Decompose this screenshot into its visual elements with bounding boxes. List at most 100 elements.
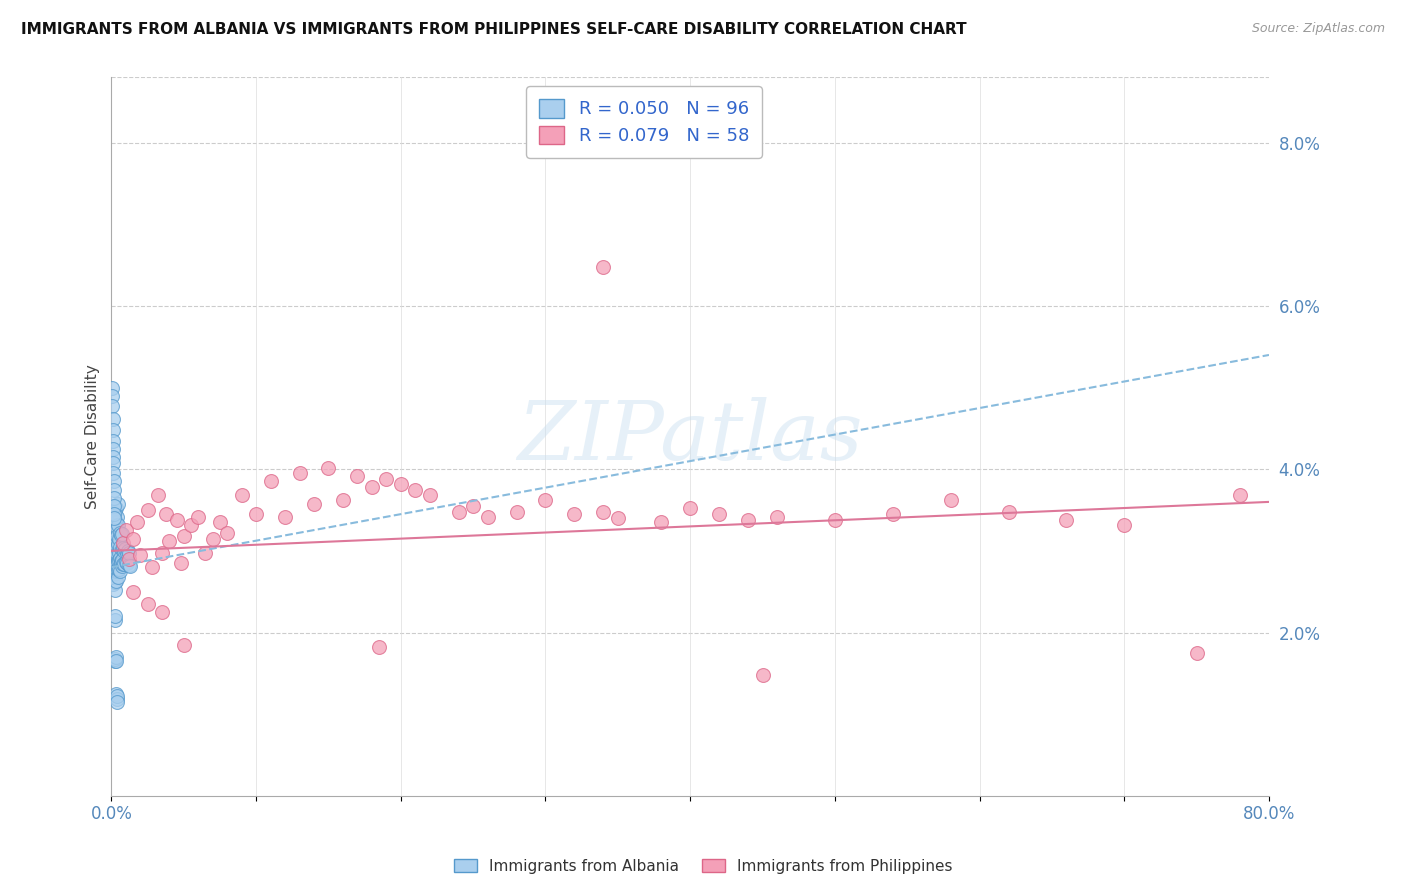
Point	[141, 560, 163, 574]
Point	[419, 488, 441, 502]
Text: IMMIGRANTS FROM ALBANIA VS IMMIGRANTS FROM PHILIPPINES SELF-CARE DISABILITY CORR: IMMIGRANTS FROM ALBANIA VS IMMIGRANTS FR…	[21, 22, 967, 37]
Point	[120, 558, 142, 573]
Point	[375, 472, 398, 486]
Point	[103, 467, 125, 481]
Point	[104, 574, 127, 589]
Point	[110, 542, 132, 557]
Point	[101, 535, 124, 549]
Point	[103, 576, 125, 591]
Point	[105, 695, 128, 709]
Point	[136, 597, 159, 611]
Point	[115, 524, 138, 538]
Text: ZIPatlas: ZIPatlas	[517, 397, 863, 476]
Point	[824, 513, 846, 527]
Point	[217, 525, 239, 540]
Point	[101, 411, 124, 425]
Point	[1114, 517, 1136, 532]
Point	[103, 511, 125, 525]
Point	[108, 564, 131, 578]
Y-axis label: Self-Care Disability: Self-Care Disability	[86, 364, 100, 509]
Point	[1185, 646, 1208, 660]
Point	[463, 499, 485, 513]
Point	[111, 535, 134, 549]
Point	[105, 529, 128, 543]
Point	[939, 493, 962, 508]
Point	[110, 554, 132, 568]
Point	[110, 556, 132, 570]
Point	[107, 554, 129, 568]
Point	[103, 507, 125, 521]
Point	[360, 480, 382, 494]
Point	[118, 545, 141, 559]
Point	[103, 550, 125, 565]
Point	[103, 556, 125, 570]
Point	[122, 584, 145, 599]
Point	[117, 544, 139, 558]
Point	[101, 423, 124, 437]
Point	[104, 542, 127, 557]
Point	[166, 513, 188, 527]
Point	[105, 564, 128, 578]
Point	[107, 509, 129, 524]
Point	[111, 553, 134, 567]
Point	[318, 460, 340, 475]
Point	[103, 552, 125, 566]
Point	[606, 511, 628, 525]
Point	[104, 582, 127, 597]
Point	[104, 566, 127, 580]
Point	[103, 507, 125, 521]
Point	[332, 493, 354, 508]
Point	[201, 532, 224, 546]
Point	[104, 549, 127, 564]
Point	[505, 505, 527, 519]
Point	[208, 516, 231, 530]
Point	[155, 507, 177, 521]
Point	[104, 534, 127, 549]
Point	[107, 562, 129, 576]
Point	[194, 545, 217, 559]
Point	[477, 509, 499, 524]
Point	[302, 496, 325, 510]
Point	[111, 526, 134, 541]
Point	[111, 558, 134, 573]
Point	[101, 399, 124, 413]
Point	[104, 613, 127, 627]
Point	[105, 540, 128, 554]
Legend: R = 0.050   N = 96, R = 0.079   N = 58: R = 0.050 N = 96, R = 0.079 N = 58	[526, 87, 762, 158]
Point	[104, 609, 127, 624]
Point	[157, 534, 180, 549]
Point	[108, 553, 131, 567]
Point	[103, 456, 125, 470]
Point	[104, 650, 127, 665]
Point	[103, 532, 125, 546]
Point	[129, 548, 152, 562]
Point	[150, 605, 173, 619]
Point	[173, 529, 195, 543]
Point	[122, 532, 145, 546]
Point	[679, 501, 702, 516]
Point	[114, 557, 136, 571]
Point	[245, 507, 267, 521]
Point	[104, 525, 127, 540]
Point	[101, 389, 124, 403]
Point	[101, 516, 124, 530]
Point	[104, 505, 127, 519]
Point	[737, 513, 759, 527]
Point	[108, 532, 131, 546]
Point	[564, 507, 586, 521]
Point	[111, 557, 134, 571]
Point	[107, 537, 129, 551]
Point	[115, 555, 138, 569]
Point	[187, 509, 209, 524]
Point	[534, 493, 557, 508]
Point	[117, 556, 139, 570]
Point	[592, 505, 614, 519]
Point	[108, 551, 131, 566]
Point	[103, 544, 125, 558]
Point	[103, 566, 125, 581]
Point	[110, 540, 132, 554]
Point	[104, 651, 127, 665]
Point	[592, 260, 614, 274]
Point	[104, 558, 127, 573]
Point	[389, 477, 412, 491]
